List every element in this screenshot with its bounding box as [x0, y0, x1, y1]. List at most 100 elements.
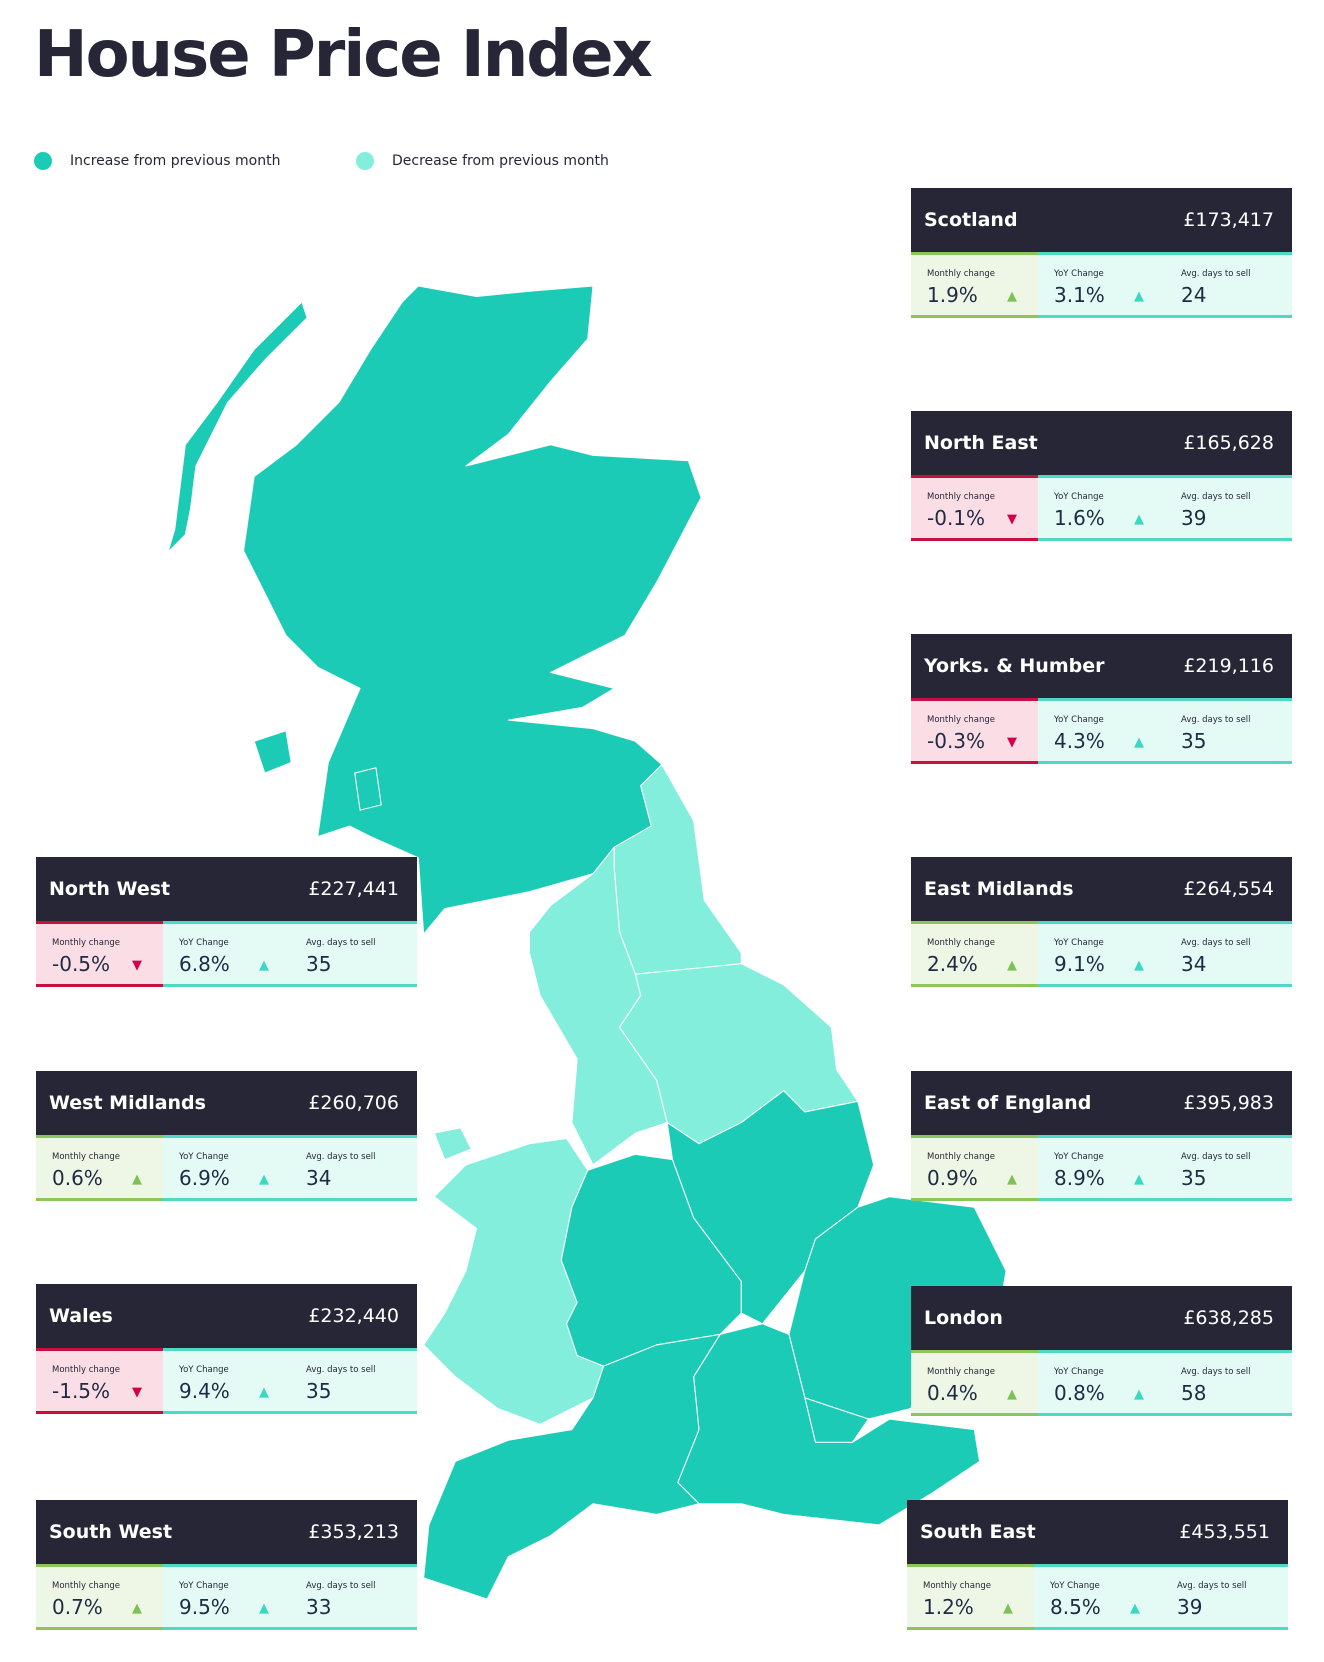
avg-days-to-sell: Avg. days to sell 35: [290, 1348, 417, 1414]
stat-value: 3.1%: [1054, 283, 1105, 307]
stat-label: Monthly change: [927, 492, 996, 502]
region-card-north-west: North West £227,441 Monthly change -0.5% ▼ Yo…: [36, 857, 417, 990]
yoy-change: YoY Change 1.6% ▲: [1038, 475, 1165, 541]
stat-label: YoY Change: [179, 1365, 229, 1375]
card-stats: Monthly change 2.4% ▲ YoY Change 9.1% ▲ Avg. d…: [911, 921, 1292, 987]
triangle-up-icon: ▲: [1134, 1172, 1144, 1187]
yoy-change: YoY Change 9.1% ▲: [1038, 921, 1165, 987]
triangle-up-icon: ▲: [1130, 1601, 1140, 1616]
region-name: Wales: [49, 1305, 113, 1327]
average-price: £264,554: [1183, 878, 1274, 900]
stat-value: 8.5%: [1050, 1595, 1101, 1619]
stat-value: 34: [1181, 952, 1207, 976]
stat-label: Monthly change: [52, 1365, 121, 1375]
stat-label: YoY Change: [179, 938, 229, 948]
avg-days-to-sell: Avg. days to sell 33: [290, 1564, 417, 1630]
triangle-up-icon: ▲: [259, 958, 269, 973]
legend-increase: Increase from previous month: [34, 152, 280, 170]
yoy-change: YoY Change 9.5% ▲: [163, 1564, 290, 1630]
triangle-up-icon: ▲: [1007, 289, 1017, 304]
card-stats: Monthly change 1.9% ▲ YoY Change 3.1% ▲ Avg. d…: [911, 252, 1292, 318]
region-name: East of England: [924, 1092, 1092, 1114]
triangle-up-icon: ▲: [259, 1601, 269, 1616]
region-card-south-west: South West £353,213 Monthly change 0.7% ▲ YoY…: [36, 1500, 417, 1633]
card-stats: Monthly change 0.7% ▲ YoY Change 9.5% ▲ Avg. d…: [36, 1564, 417, 1630]
region-card-wales: Wales £232,440 Monthly change -1.5% ▼ YoY Cha…: [36, 1284, 417, 1417]
stat-label: Avg. days to sell: [306, 1365, 376, 1375]
triangle-up-icon: ▲: [1007, 958, 1017, 973]
stat-label: YoY Change: [179, 1581, 229, 1591]
triangle-up-icon: ▲: [1134, 1387, 1144, 1402]
avg-days-to-sell: Avg. days to sell 34: [1165, 921, 1292, 987]
monthly-change: Monthly change -0.3% ▼: [911, 698, 1038, 764]
region-card-london: London £638,285 Monthly change 0.4% ▲ YoY Cha…: [911, 1286, 1292, 1419]
stat-value: 0.8%: [1054, 1381, 1105, 1405]
stat-label: Monthly change: [52, 1581, 121, 1591]
stat-value: 1.6%: [1054, 506, 1105, 530]
stat-value: -0.3%: [927, 729, 986, 753]
region-card-west-midlands: West Midlands £260,706 Monthly change 0.6% ▲…: [36, 1071, 417, 1204]
monthly-change: Monthly change 0.6% ▲: [36, 1135, 163, 1201]
region-card-north-east: North East £165,628 Monthly change -0.1% ▼ Yo…: [911, 411, 1292, 544]
stat-label: YoY Change: [1054, 492, 1104, 502]
region-card-scotland: Scotland £173,417 Monthly change 1.9% ▲ YoY C…: [911, 188, 1292, 321]
stat-label: Avg. days to sell: [306, 1581, 376, 1591]
card-stats: Monthly change 0.6% ▲ YoY Change 6.9% ▲ Avg. d…: [36, 1135, 417, 1201]
stat-value: 0.6%: [52, 1166, 103, 1190]
card-header: London £638,285: [911, 1286, 1292, 1350]
card-header: West Midlands £260,706: [36, 1071, 417, 1135]
region-south-west[interactable]: [423, 1333, 721, 1600]
stat-value: 9.1%: [1054, 952, 1105, 976]
page-title: House Price Index: [34, 18, 653, 92]
monthly-change: Monthly change 0.7% ▲: [36, 1564, 163, 1630]
triangle-up-icon: ▲: [132, 1172, 142, 1187]
card-stats: Monthly change -0.1% ▼ YoY Change 1.6% ▲ Avg. …: [911, 475, 1292, 541]
monthly-change: Monthly change 2.4% ▲: [911, 921, 1038, 987]
stat-label: Avg. days to sell: [1181, 269, 1251, 279]
legend-label: Decrease from previous month: [392, 153, 609, 169]
region-name: North East: [924, 432, 1038, 454]
region-card-east-midlands: East Midlands £264,554 Monthly change 2.4% ▲…: [911, 857, 1292, 990]
triangle-up-icon: ▲: [1134, 289, 1144, 304]
region-card-yorks-humber: Yorks. & Humber £219,116 Monthly change -0.…: [911, 634, 1292, 767]
yoy-change: YoY Change 4.3% ▲: [1038, 698, 1165, 764]
triangle-down-icon: ▼: [132, 958, 142, 973]
average-price: £232,440: [308, 1305, 399, 1327]
average-price: £453,551: [1179, 1521, 1270, 1543]
region-east-of-england[interactable]: [788, 1196, 1007, 1420]
card-header: North West £227,441: [36, 857, 417, 921]
avg-days-to-sell: Avg. days to sell 39: [1161, 1564, 1288, 1630]
stat-label: Monthly change: [927, 269, 996, 279]
triangle-up-icon: ▲: [259, 1172, 269, 1187]
monthly-change: Monthly change -0.5% ▼: [36, 921, 163, 987]
triangle-up-icon: ▲: [1007, 1387, 1017, 1402]
stat-value: 35: [306, 952, 332, 976]
card-header: South East £453,551: [907, 1500, 1288, 1564]
region-name: East Midlands: [924, 878, 1074, 900]
card-stats: Monthly change 0.4% ▲ YoY Change 0.8% ▲ Avg. d…: [911, 1350, 1292, 1416]
decrease-swatch: [356, 152, 374, 170]
region-name: West Midlands: [49, 1092, 206, 1114]
yoy-change: YoY Change 6.9% ▲: [163, 1135, 290, 1201]
stat-label: Monthly change: [927, 1367, 996, 1377]
stat-label: YoY Change: [179, 1152, 229, 1162]
triangle-up-icon: ▲: [1007, 1172, 1017, 1187]
stat-label: Avg. days to sell: [1181, 1367, 1251, 1377]
triangle-up-icon: ▲: [259, 1385, 269, 1400]
legend-label: Increase from previous month: [70, 153, 281, 169]
stat-value: 2.4%: [927, 952, 978, 976]
stat-value: 24: [1181, 283, 1207, 307]
card-header: South West £353,213: [36, 1500, 417, 1564]
stat-value: 0.9%: [927, 1166, 978, 1190]
stat-value: 35: [1181, 1166, 1207, 1190]
stat-value: 35: [306, 1379, 332, 1403]
stat-label: YoY Change: [1054, 938, 1104, 948]
stat-label: Monthly change: [927, 715, 996, 725]
card-stats: Monthly change 0.9% ▲ YoY Change 8.9% ▲ Avg. d…: [911, 1135, 1292, 1201]
average-price: £353,213: [308, 1521, 399, 1543]
stat-label: Avg. days to sell: [1181, 715, 1251, 725]
stat-value: -0.1%: [927, 506, 986, 530]
card-header: North East £165,628: [911, 411, 1292, 475]
stat-label: Monthly change: [927, 1152, 996, 1162]
stat-value: 1.2%: [923, 1595, 974, 1619]
